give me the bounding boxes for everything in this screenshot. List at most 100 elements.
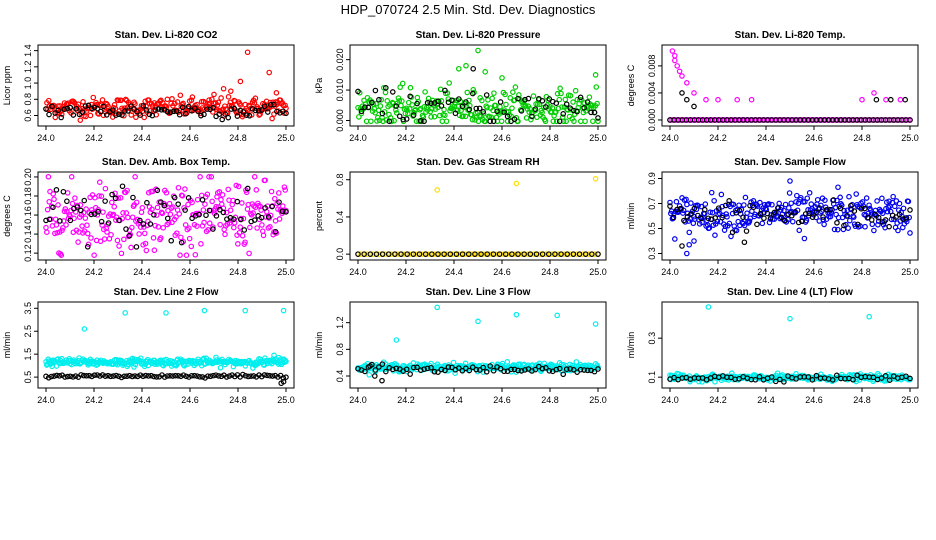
data-point xyxy=(193,210,199,217)
data-point xyxy=(140,103,147,109)
data-point xyxy=(903,373,909,380)
series-reference xyxy=(667,372,913,385)
data-point xyxy=(781,379,787,385)
data-point xyxy=(255,107,262,114)
data-point xyxy=(530,93,537,99)
data-point xyxy=(588,109,594,116)
data-point xyxy=(69,200,76,207)
data-point xyxy=(177,92,184,99)
x-tick-label: 25.0 xyxy=(589,133,607,143)
data-point xyxy=(750,204,757,211)
data-point xyxy=(782,201,789,208)
data-point xyxy=(201,355,207,362)
data-point xyxy=(792,209,799,215)
data-point xyxy=(777,376,783,383)
data-point xyxy=(777,215,783,222)
data-point xyxy=(283,358,289,365)
data-point xyxy=(896,200,903,207)
data-point xyxy=(46,198,53,205)
data-point xyxy=(533,251,540,257)
data-point xyxy=(844,213,851,219)
data-point xyxy=(151,373,157,380)
data-point xyxy=(582,251,589,257)
data-point xyxy=(90,94,97,101)
data-point xyxy=(788,200,795,207)
data-point xyxy=(821,221,827,228)
data-point xyxy=(185,195,192,201)
data-point xyxy=(163,189,170,196)
data-point xyxy=(128,244,134,251)
data-point xyxy=(539,365,546,372)
data-point xyxy=(820,214,826,220)
data-point xyxy=(414,364,420,371)
data-point xyxy=(483,368,490,375)
data-point xyxy=(410,251,417,257)
data-point xyxy=(464,89,471,96)
data-point xyxy=(449,97,455,104)
data-point xyxy=(475,118,482,125)
data-point xyxy=(216,111,222,118)
x-tick-label: 24.6 xyxy=(181,395,199,405)
data-point xyxy=(556,118,563,125)
data-point xyxy=(123,226,129,232)
y-tick-label: 1.2 xyxy=(23,61,33,74)
data-point xyxy=(845,225,851,231)
data-point xyxy=(734,96,741,103)
data-point xyxy=(117,195,124,201)
x-tick-label: 25.0 xyxy=(277,133,295,143)
data-point xyxy=(173,214,179,220)
data-point xyxy=(582,118,588,125)
data-point xyxy=(70,99,77,105)
data-point xyxy=(94,105,101,112)
data-point xyxy=(712,232,718,238)
data-point xyxy=(49,103,55,110)
data-point xyxy=(83,372,90,379)
y-tick-label: 0.14 xyxy=(23,225,33,243)
data-point xyxy=(204,191,211,198)
data-point xyxy=(179,193,186,199)
data-point xyxy=(593,84,600,90)
data-point xyxy=(237,78,244,85)
data-point xyxy=(682,219,689,225)
data-point xyxy=(407,371,413,377)
panel-3: Stan. Dev. Li-820 Temp. 24.0 24.2 24.4 24.6 2… xyxy=(626,30,919,143)
data-point xyxy=(252,107,259,114)
data-point xyxy=(414,100,420,107)
data-point xyxy=(200,207,207,213)
data-point xyxy=(483,92,490,98)
data-point xyxy=(145,373,152,379)
series-reference xyxy=(43,183,289,250)
series-reference xyxy=(667,197,913,249)
data-point xyxy=(466,367,473,374)
data-point xyxy=(175,201,181,207)
data-point xyxy=(813,209,819,216)
data-point xyxy=(878,375,885,381)
data-point xyxy=(542,118,549,125)
data-point xyxy=(841,222,847,229)
data-point xyxy=(84,243,91,250)
data-point xyxy=(818,202,824,209)
data-point xyxy=(220,209,227,216)
data-point xyxy=(282,187,288,193)
data-point xyxy=(146,111,153,118)
y-axis-label: percent xyxy=(314,200,324,231)
data-point xyxy=(896,211,903,218)
data-point xyxy=(198,112,204,119)
data-point xyxy=(44,229,50,235)
data-point xyxy=(361,251,367,257)
plot-frame xyxy=(661,171,919,261)
data-point xyxy=(590,118,596,125)
data-point xyxy=(564,251,571,257)
data-point xyxy=(859,96,865,103)
data-point xyxy=(268,101,274,108)
data-point xyxy=(404,251,411,257)
data-point xyxy=(67,373,74,380)
data-point xyxy=(43,217,49,224)
data-point xyxy=(706,225,713,231)
data-point xyxy=(499,75,505,81)
data-point xyxy=(466,106,473,113)
data-point xyxy=(491,90,497,96)
data-point xyxy=(741,222,748,229)
data-point xyxy=(417,118,424,124)
data-point xyxy=(132,101,138,107)
